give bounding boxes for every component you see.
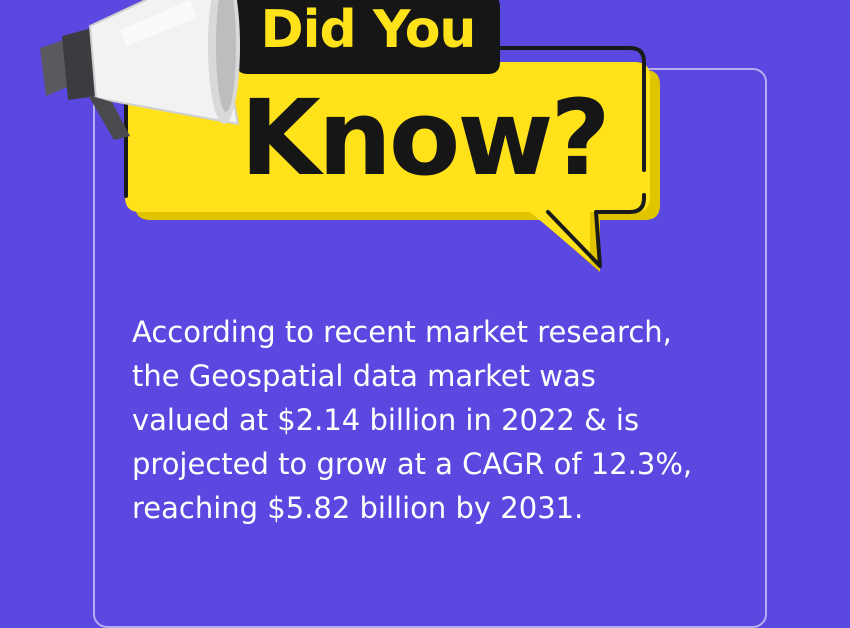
did-you-know-graphic (40, 0, 660, 272)
fact-line: reaching $5.82 billion by 2031. (132, 491, 584, 525)
bubble-main (125, 62, 650, 262)
fact-line: valued at $2.14 billion in 2022 & is (132, 403, 640, 437)
fact-line: According to recent market research, (132, 315, 672, 349)
headline-line1: Did You (260, 0, 477, 60)
fact-line: the Geospatial data market was (132, 359, 596, 393)
headline-line2: Know? (240, 77, 610, 199)
megaphone-icon (40, 0, 240, 140)
small-bubble (236, 0, 500, 74)
fact-line: projected to grow at a CAGR of 12.3%, (132, 447, 693, 481)
fact-text: According to recent market research, the… (132, 310, 772, 530)
